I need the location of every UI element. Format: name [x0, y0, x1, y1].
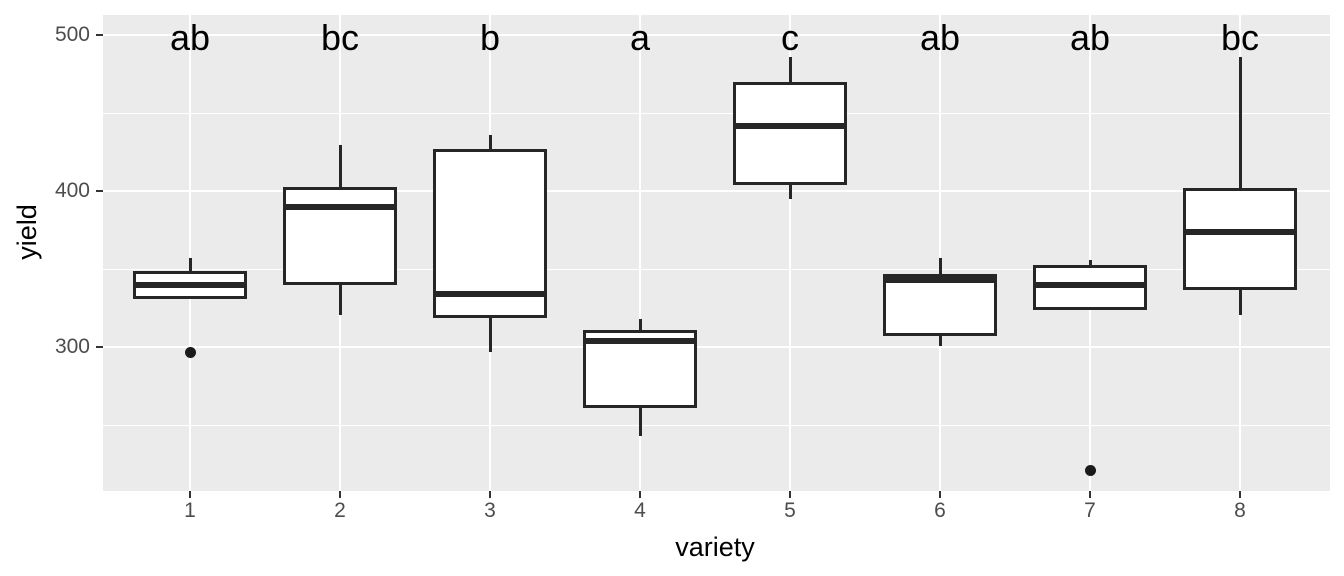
y-axis-title: yield — [12, 204, 42, 260]
x-axis-tick-mark — [639, 491, 641, 498]
boxplot-box — [283, 186, 397, 285]
boxplot-lower-whisker — [788, 183, 792, 200]
boxplot-median — [1036, 281, 1144, 288]
boxplot-box — [733, 82, 847, 186]
x-axis-tick-label: 5 — [784, 499, 796, 522]
boxplot-median — [736, 122, 844, 129]
x-axis-tick-label: 3 — [484, 499, 496, 522]
gridline-major-vertical — [939, 15, 941, 491]
y-axis-tick-mark — [96, 346, 103, 349]
gridline-major-vertical — [1089, 15, 1091, 491]
x-axis-tick-mark — [339, 491, 341, 498]
gridline-major-horizontal — [103, 190, 1330, 193]
boxplot-lower-whisker — [638, 406, 642, 437]
x-axis-tick-label: 6 — [934, 499, 946, 522]
significance-letter: bc — [1220, 17, 1260, 59]
y-axis-tick-mark — [96, 190, 103, 193]
significance-letter: ab — [169, 17, 211, 59]
boxplot-median — [1186, 228, 1294, 235]
x-axis-tick-mark — [1089, 491, 1091, 498]
significance-letter: a — [629, 17, 651, 59]
boxplot-upper-whisker — [1088, 260, 1092, 267]
boxplot-upper-whisker — [638, 319, 642, 332]
gridline-major-vertical — [789, 15, 791, 491]
boxplot-upper-whisker — [788, 57, 792, 84]
x-axis-tick-mark — [489, 491, 491, 498]
gridline-major-vertical — [639, 15, 641, 491]
boxplot-lower-whisker — [338, 283, 342, 315]
boxplot-upper-whisker — [488, 135, 492, 151]
gridline-major-horizontal — [103, 34, 1330, 37]
boxplot-upper-whisker — [338, 144, 342, 189]
gridline-minor-horizontal — [103, 268, 1330, 270]
boxplot-median — [436, 291, 544, 298]
x-axis-tick-label: 8 — [1234, 499, 1246, 522]
y-axis-tick-mark — [96, 34, 103, 37]
gridline-major-vertical — [189, 15, 191, 491]
boxplot-median — [886, 277, 994, 284]
x-axis-tick-label: 4 — [634, 499, 646, 522]
boxplot-box — [883, 274, 997, 337]
plot-panel: ab bc b a c ab ab bc — [103, 15, 1330, 491]
x-axis-tick-label: 2 — [334, 499, 346, 522]
x-axis-title: variety — [675, 532, 755, 562]
x-axis-tick-mark — [939, 491, 941, 498]
gridline-major-horizontal — [103, 346, 1330, 349]
y-axis-tick-label: 500 — [54, 23, 90, 47]
boxplot-lower-whisker — [938, 334, 942, 346]
x-axis-tick-mark — [789, 491, 791, 498]
boxplot-lower-whisker — [488, 316, 492, 353]
boxplot-lower-whisker — [1238, 288, 1242, 315]
boxplot-median — [136, 281, 244, 288]
x-axis-tick-mark — [189, 491, 191, 498]
significance-letter: ab — [1069, 17, 1111, 59]
boxplot-median — [586, 338, 694, 345]
significance-letter: ab — [919, 17, 961, 59]
boxplot-upper-whisker — [188, 258, 192, 273]
outlier-point — [1084, 465, 1096, 477]
boxplot-median — [286, 203, 394, 210]
x-axis-tick-label: 1 — [184, 499, 196, 522]
boxplot-box — [433, 149, 547, 318]
x-axis-tick-mark — [1239, 491, 1241, 498]
significance-letter: c — [781, 17, 799, 59]
significance-letter: b — [479, 17, 501, 59]
x-axis-tick-label: 7 — [1084, 499, 1096, 522]
y-axis-tick-label: 300 — [54, 335, 90, 359]
significance-letter: bc — [320, 17, 360, 59]
y-axis-tick-label: 400 — [54, 179, 90, 203]
boxplot-upper-whisker — [938, 258, 942, 276]
outlier-point — [184, 346, 196, 358]
gridline-minor-horizontal — [103, 424, 1330, 426]
boxplot-upper-whisker — [1238, 57, 1242, 190]
gridline-minor-horizontal — [103, 112, 1330, 114]
boxplot-box — [1183, 188, 1297, 290]
